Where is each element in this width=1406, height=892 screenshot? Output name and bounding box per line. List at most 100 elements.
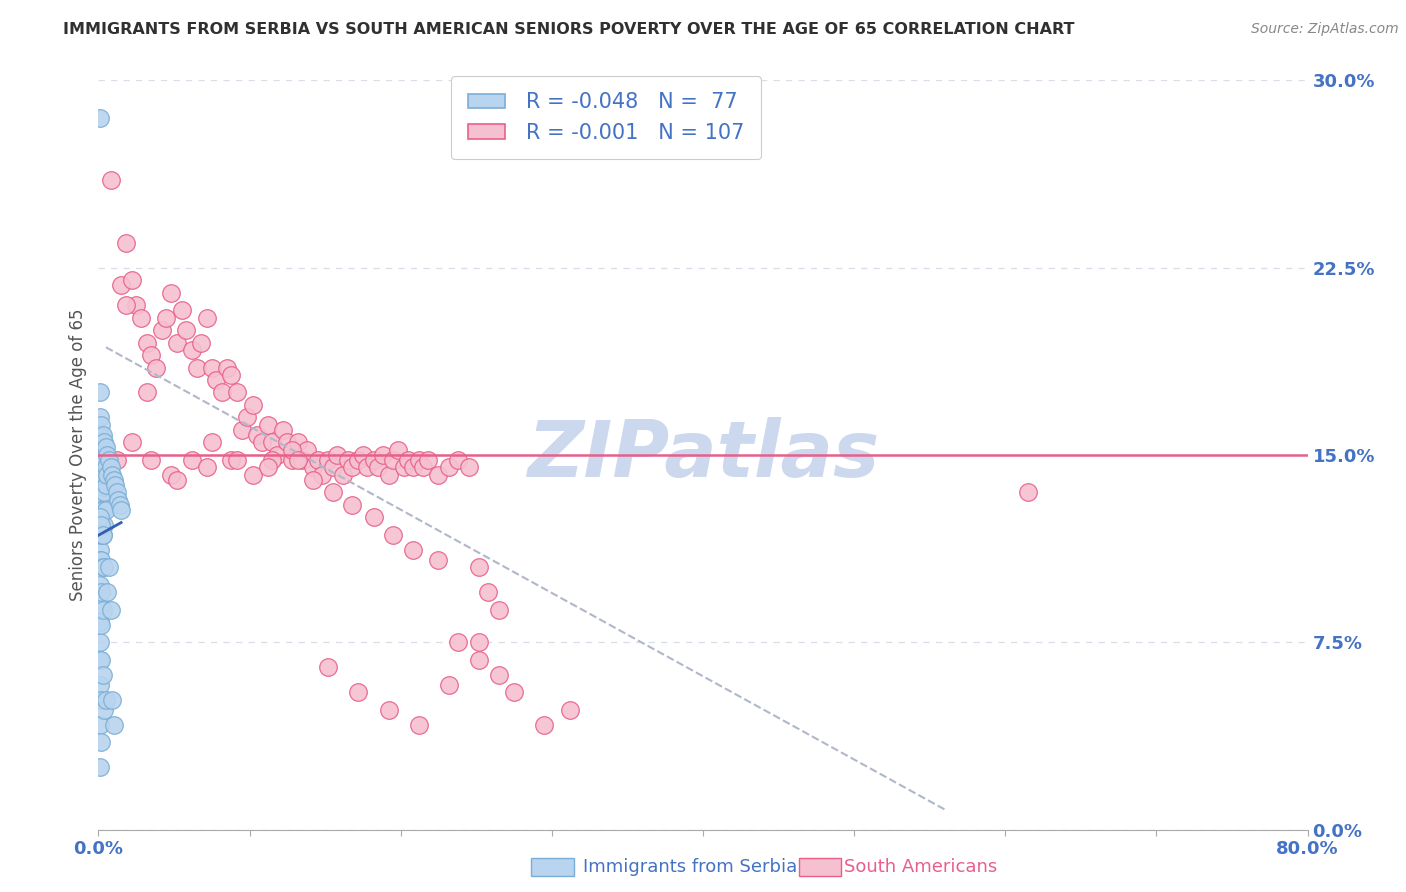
Point <box>141 453 163 467</box>
Point <box>89 653 111 667</box>
Point <box>402 542 425 557</box>
Point <box>186 360 208 375</box>
Point <box>90 617 112 632</box>
Point <box>89 678 111 692</box>
Point <box>166 473 188 487</box>
Point <box>166 335 188 350</box>
Point <box>90 466 112 480</box>
Point <box>302 460 325 475</box>
Point <box>90 417 112 432</box>
Point <box>93 485 115 500</box>
Point <box>382 453 405 467</box>
Point <box>316 660 339 674</box>
Point <box>427 467 450 482</box>
Point <box>447 635 470 649</box>
Point <box>342 498 364 512</box>
Point <box>160 285 183 300</box>
Point <box>93 703 115 717</box>
Point <box>94 692 117 706</box>
Point <box>89 385 111 400</box>
Point <box>129 310 152 325</box>
Point <box>89 578 111 592</box>
Point <box>266 448 288 462</box>
Point <box>94 503 117 517</box>
Point <box>90 517 112 532</box>
Point <box>356 460 378 475</box>
Point <box>135 385 157 400</box>
Point <box>347 453 370 467</box>
Point <box>90 503 112 517</box>
Point <box>396 453 419 467</box>
Point <box>291 453 314 467</box>
Point <box>326 448 349 462</box>
Point <box>91 528 114 542</box>
Point <box>96 585 118 599</box>
Point <box>91 503 114 517</box>
Point <box>96 448 118 462</box>
Point <box>93 453 115 467</box>
Point <box>89 478 111 492</box>
Point <box>262 453 284 467</box>
Point <box>150 323 173 337</box>
Point <box>135 335 157 350</box>
Point <box>363 510 385 524</box>
Text: Immigrants from Serbia: Immigrants from Serbia <box>583 858 797 876</box>
Point <box>93 435 115 450</box>
Point <box>256 460 278 475</box>
Point <box>311 467 333 482</box>
Point <box>103 717 125 731</box>
Point <box>89 435 111 450</box>
Point <box>114 235 136 250</box>
Point <box>242 398 264 412</box>
Point <box>231 423 253 437</box>
Point <box>336 453 359 467</box>
Point <box>181 343 204 357</box>
Point <box>89 760 111 774</box>
Point <box>281 453 304 467</box>
Point <box>105 453 128 467</box>
Text: ZIPatlas: ZIPatlas <box>527 417 879 493</box>
Point <box>211 385 233 400</box>
Point <box>90 455 112 469</box>
Point <box>90 528 112 542</box>
Point <box>90 735 112 749</box>
Point <box>195 310 218 325</box>
Point <box>250 435 273 450</box>
Point <box>114 298 136 312</box>
Point <box>170 303 193 318</box>
Point <box>558 703 581 717</box>
Point <box>90 478 112 492</box>
Point <box>226 385 249 400</box>
Point <box>89 528 111 542</box>
Point <box>121 435 143 450</box>
Point <box>125 298 148 312</box>
Legend: R = -0.048   N =  77, R = -0.001   N = 107: R = -0.048 N = 77, R = -0.001 N = 107 <box>451 76 761 160</box>
Point <box>89 553 111 567</box>
Point <box>89 410 111 425</box>
Point <box>342 460 364 475</box>
Point <box>110 503 132 517</box>
Point <box>90 430 112 444</box>
Text: Source: ZipAtlas.com: Source: ZipAtlas.com <box>1251 22 1399 37</box>
Point <box>377 703 399 717</box>
Point <box>332 467 354 482</box>
Point <box>141 348 163 362</box>
Point <box>287 453 309 467</box>
Point <box>295 442 318 457</box>
Point <box>316 453 339 467</box>
Point <box>104 478 127 492</box>
Point <box>91 480 114 494</box>
Point <box>367 460 389 475</box>
Point <box>174 323 197 337</box>
Point <box>402 460 425 475</box>
Point <box>121 273 143 287</box>
Point <box>468 635 491 649</box>
Point <box>447 453 470 467</box>
Point <box>201 360 224 375</box>
Point <box>427 553 450 567</box>
Point <box>91 603 114 617</box>
Point <box>90 692 112 706</box>
Point <box>276 435 298 450</box>
Point <box>93 560 115 574</box>
Point <box>90 653 112 667</box>
